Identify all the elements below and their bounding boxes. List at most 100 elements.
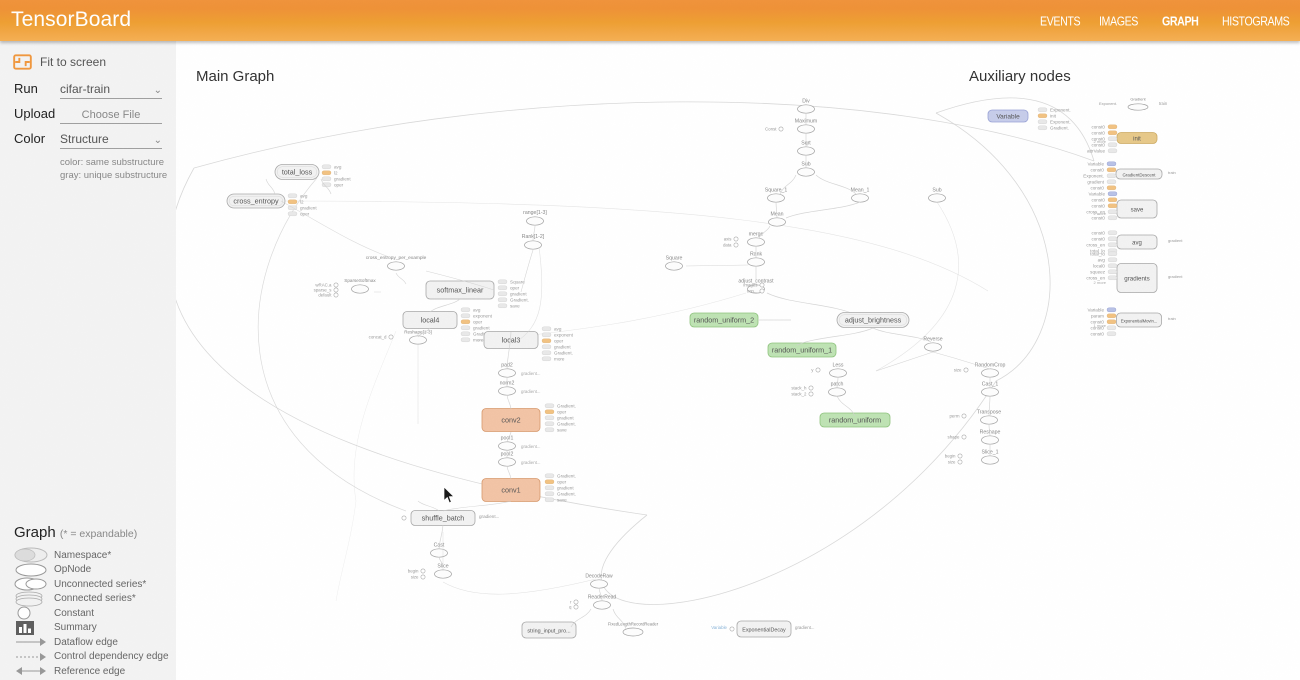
svg-text:Reverse: Reverse [923, 337, 942, 343]
svg-text:oper: oper [510, 286, 520, 291]
svg-text:FixedLengthRecordReader: FixedLengthRecordReader [608, 622, 659, 627]
svg-text:gradient...: gradient... [521, 389, 541, 394]
svg-text:l2: l2 [334, 171, 338, 176]
svg-text:begin: begin [408, 569, 419, 574]
svg-text:oper: oper [557, 480, 567, 485]
svg-text:Const: Const [765, 127, 777, 132]
svg-text:Exponent.: Exponent. [1099, 101, 1117, 106]
svg-text:Div: Div [802, 99, 810, 105]
svg-text:gradient: gradient [557, 486, 574, 491]
svg-text:attrValue: attrValue [1087, 149, 1105, 154]
svg-text:concat_d: concat_d [369, 335, 387, 340]
svg-text:size: size [954, 368, 962, 373]
svg-text:more: more [554, 357, 565, 362]
svg-text:2 more: 2 more [1094, 280, 1107, 285]
svg-text:const0: const0 [1091, 237, 1105, 242]
svg-text:squeez: squeez [1090, 270, 1106, 275]
svg-text:stack_h: stack_h [791, 386, 807, 391]
svg-text:avg: avg [473, 308, 481, 313]
svg-text:gradient: gradient [510, 292, 527, 297]
svg-text:cross_entropy: cross_entropy [233, 197, 279, 206]
svg-text:cross_entropy_per_example: cross_entropy_per_example [366, 255, 427, 261]
svg-text:conv1: conv1 [501, 486, 520, 495]
svg-text:shape: shape [948, 435, 961, 440]
svg-text:Gradient.: Gradient. [557, 492, 576, 497]
svg-text:ExponentialMovin...: ExponentialMovin... [1121, 319, 1158, 324]
svg-text:range[1-3]: range[1-3] [523, 210, 547, 216]
svg-text:train: train [1168, 170, 1176, 175]
svg-text:Variable: Variable [1088, 192, 1105, 197]
svg-text:const0: const0 [1091, 198, 1105, 203]
svg-text:stack_2: stack_2 [791, 392, 807, 397]
svg-text:Less: Less [833, 363, 844, 369]
svg-text:local0: local0 [1093, 264, 1105, 269]
svg-text:Gradient.: Gradient. [557, 422, 576, 427]
svg-text:Gradient.: Gradient. [557, 404, 576, 409]
svg-text:size: size [411, 575, 419, 580]
svg-text:gradient...: gradient... [479, 514, 499, 519]
svg-text:ExponentialDecay: ExponentialDecay [742, 628, 786, 634]
svg-text:train: train [1159, 101, 1168, 106]
svg-text:gradient: gradient [554, 345, 571, 350]
svg-text:avg: avg [300, 194, 308, 199]
svg-text:init: init [1050, 114, 1057, 119]
svg-text:SparseSoftmax: SparseSoftmax [344, 278, 376, 283]
svg-text:2 more: 2 more [1094, 211, 1107, 216]
svg-text:axis: axis [724, 237, 733, 242]
svg-text:gradient...: gradient... [521, 371, 541, 376]
svg-text:oper: oper [554, 339, 564, 344]
svg-text:begin: begin [945, 454, 956, 459]
svg-text:adjust_brightness: adjust_brightness [845, 316, 902, 325]
svg-text:gradient: gradient [334, 177, 351, 182]
svg-text:const0: const0 [1091, 204, 1105, 209]
svg-text:save: save [557, 498, 567, 503]
svg-text:const0: const0 [1090, 168, 1104, 173]
svg-text:Variable: Variable [1087, 162, 1104, 167]
svg-text:size: size [948, 460, 956, 465]
svg-text:Mean_1: Mean_1 [851, 188, 870, 194]
svg-text:shuffle_batch: shuffle_batch [422, 514, 465, 523]
svg-text:avg: avg [1098, 258, 1106, 263]
svg-text:string_input_pro...: string_input_pro... [527, 629, 570, 635]
svg-text:default: default [318, 293, 332, 298]
svg-text:cross_en: cross_en [1086, 243, 1105, 248]
svg-text:GradientDescent: GradientDescent [1123, 173, 1157, 178]
svg-text:oper: oper [334, 183, 344, 188]
svg-text:train: train [1168, 316, 1176, 321]
svg-text:data: data [723, 243, 732, 248]
svg-text:Variable: Variable [996, 114, 1020, 121]
svg-text:Exponent.: Exponent. [1083, 174, 1104, 179]
svg-text:gradient...: gradient... [521, 460, 541, 465]
svg-text:save: save [1131, 208, 1144, 214]
svg-text:Variable: Variable [711, 625, 727, 630]
svg-text:param: param [1091, 314, 1104, 319]
svg-text:avg: avg [1132, 241, 1142, 247]
svg-text:Exponent.: Exponent. [1050, 108, 1071, 113]
svg-text:y: y [811, 368, 814, 373]
svg-text:q: q [569, 605, 572, 610]
svg-text:Gradient.: Gradient. [557, 474, 576, 479]
svg-text:Gradient: Gradient [1130, 97, 1146, 102]
svg-text:const0: const0 [1091, 131, 1105, 136]
svg-text:const0: const0 [1091, 231, 1105, 236]
svg-text:const0: const0 [1091, 216, 1105, 221]
svg-text:Gradient.: Gradient. [510, 298, 529, 303]
svg-text:const0: const0 [1090, 332, 1104, 337]
svg-text:1 more: 1 more [1094, 323, 1107, 328]
svg-text:gradient: gradient [557, 416, 574, 421]
svg-text:gradient...: gradient... [795, 625, 815, 630]
svg-text:more: more [473, 338, 484, 343]
svg-text:2 more: 2 more [1094, 139, 1107, 144]
svg-text:const0: const0 [1090, 186, 1104, 191]
svg-text:oper: oper [557, 410, 567, 415]
svg-text:gradient: gradient [1168, 274, 1183, 279]
svg-text:const0: const0 [1091, 125, 1105, 130]
svg-text:avg: avg [334, 165, 342, 170]
svg-text:gradient: gradient [1087, 180, 1104, 185]
svg-text:gradient: gradient [300, 206, 317, 211]
svg-text:oper: oper [473, 320, 483, 325]
svg-text:exponent: exponent [554, 333, 574, 338]
svg-text:Gradient.: Gradient. [554, 351, 573, 356]
svg-text:local4: local4 [421, 316, 440, 325]
svg-text:Sub: Sub [932, 188, 941, 194]
